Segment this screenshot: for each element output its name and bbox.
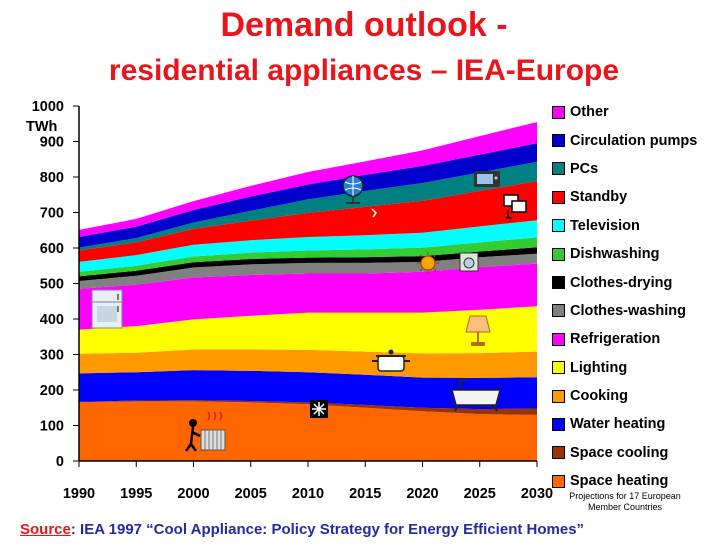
legend-entry: Refrigeration	[552, 325, 697, 353]
legend-label: Standby	[570, 189, 628, 206]
y-tick-label: 100	[40, 419, 64, 435]
legend-label: Cooking	[570, 388, 628, 405]
source-label: Source	[20, 521, 71, 538]
legend-label: Other	[570, 104, 609, 121]
x-tick-label: 2010	[292, 486, 324, 502]
area-television	[79, 220, 537, 272]
legend-entry: Lighting	[552, 354, 697, 382]
x-tick-label: 1995	[120, 486, 152, 502]
y-tick-label: 1000	[32, 99, 64, 115]
area-pcs	[79, 161, 537, 251]
area-space-cooling	[79, 400, 537, 415]
radiator-icon	[184, 411, 226, 452]
area-cooking	[79, 349, 537, 378]
y-axis-label: TWh	[26, 119, 57, 135]
refrigerator-icon	[91, 289, 123, 329]
x-tick-label: 2015	[349, 486, 381, 502]
area-circulation-pumps	[79, 143, 537, 248]
cooking-pot-icon	[372, 349, 410, 372]
legend-swatch	[552, 361, 565, 375]
legend-label: Dishwashing	[570, 246, 660, 263]
legend-swatch	[552, 417, 565, 431]
legend-label: Television	[570, 217, 640, 234]
y-tick-label: 300	[40, 348, 64, 364]
legend-entry: Space cooling	[552, 439, 697, 467]
legend-label: Space cooling	[570, 444, 669, 461]
area-standby	[79, 181, 537, 262]
y-tick-label: 900	[40, 135, 64, 151]
globe-fan-icon	[342, 175, 364, 204]
area-refrigeration	[79, 263, 537, 330]
area-layers	[79, 121, 537, 461]
computer-icon	[503, 194, 527, 219]
x-tick-label: 2020	[406, 486, 438, 502]
x-tick-label: 2025	[464, 486, 496, 502]
lamp-icon	[465, 315, 491, 346]
legend-label: Water heating	[570, 416, 666, 433]
legend-swatch	[552, 190, 565, 204]
chart-title-line1: Demand outlook -	[220, 6, 508, 44]
legend-swatch	[552, 247, 565, 261]
y-tick-label: 400	[40, 312, 64, 328]
legend-entry: Clothes-drying	[552, 268, 697, 296]
y-tick-label: 200	[40, 383, 64, 399]
legend-entry: Water heating	[552, 410, 697, 438]
source-citation: Source: IEA 1997 “Cool Appliance: Policy…	[20, 521, 584, 538]
area-dishwashing	[79, 237, 537, 277]
legend-swatch	[552, 332, 565, 346]
area-lighting	[79, 306, 537, 354]
x-tick-label: 1990	[63, 486, 95, 502]
legend-entry: Television	[552, 212, 697, 240]
legend-label: Space heating	[570, 473, 669, 490]
legend-swatch	[552, 276, 565, 290]
legend-swatch	[552, 134, 565, 148]
legend-entry: PCs	[552, 155, 697, 183]
legend-swatch	[552, 162, 565, 176]
legend-swatch	[552, 219, 565, 233]
legend-swatch	[552, 474, 565, 488]
chart-title-line2: residential appliances – IEA-Europe	[108, 54, 620, 87]
legend-label: PCs	[570, 160, 599, 177]
x-tick-label: 2000	[177, 486, 209, 502]
area-water-heating	[79, 370, 537, 410]
legend-entry: Space heating	[552, 467, 697, 495]
legend-label: Refrigeration	[570, 331, 661, 348]
legend-label: Clothes-washing	[570, 302, 687, 319]
projection-note: Projections for 17 European Member Count…	[569, 491, 681, 512]
clothes-drying-icon	[417, 252, 439, 274]
legend-swatch	[552, 389, 565, 403]
television-icon	[474, 171, 500, 187]
legend-swatch	[552, 446, 565, 460]
plug-icon	[371, 208, 377, 218]
legend-entry: Cooking	[552, 382, 697, 410]
y-tick-label: 600	[40, 241, 64, 257]
washing-machine-icon	[459, 252, 479, 272]
bathtub-icon	[451, 379, 501, 412]
appliance-icons	[91, 171, 527, 452]
y-tick-label: 700	[40, 206, 64, 222]
x-tick-label: 2030	[521, 486, 553, 502]
legend-swatch	[552, 105, 565, 119]
legend-label: Lighting	[570, 359, 628, 376]
legend-label: Circulation pumps	[570, 132, 698, 149]
legend-entry: Dishwashing	[552, 240, 697, 268]
y-tick-label: 500	[40, 277, 64, 293]
legend-label: Clothes-drying	[570, 274, 673, 291]
y-tick-label: 800	[40, 170, 64, 186]
chart-legend: Other Circulation pumps PCs Standby Televisi…	[552, 98, 697, 495]
snowflake-icon	[310, 400, 328, 418]
legend-entry: Circulation pumps	[552, 126, 697, 154]
legend-entry: Clothes-washing	[552, 297, 697, 325]
x-tick-label: 2005	[235, 486, 267, 502]
y-tick-label: 0	[56, 454, 64, 470]
legend-swatch	[552, 304, 565, 318]
legend-entry: Other	[552, 98, 697, 126]
source-text: : IEA 1997 “Cool Appliance: Policy Strat…	[70, 521, 585, 538]
area-other	[79, 121, 537, 237]
legend-entry: Standby	[552, 183, 697, 211]
chart-axes: 0 100 200 300 400 500 600 700 800 900 1000 1990 1995…	[32, 99, 553, 502]
